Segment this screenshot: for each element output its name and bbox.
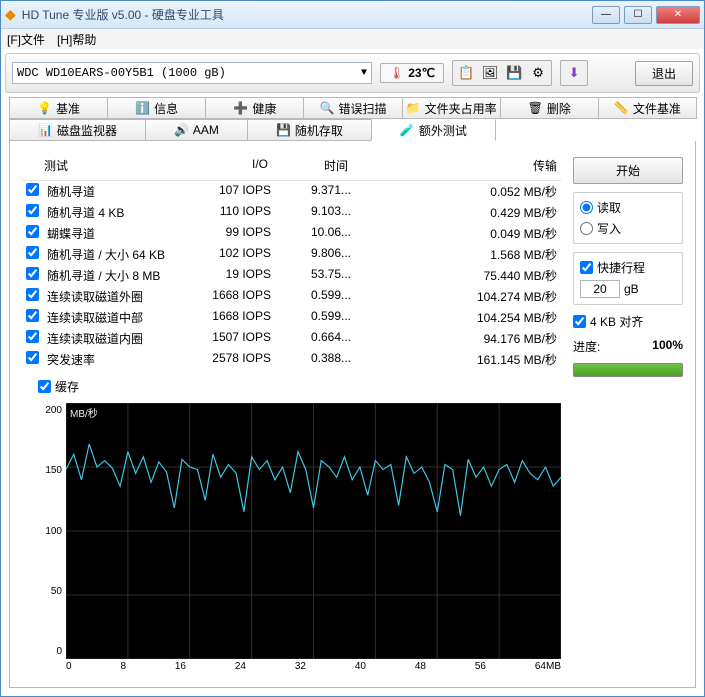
table-row: 随机寻道107 IOPS9.371...0.052 MB/秒: [22, 181, 561, 202]
settings-icon[interactable]: ⚙: [527, 63, 549, 83]
tab-文件基准[interactable]: 📏文件基准: [598, 97, 697, 119]
chart-x-axis: 0816243240485664MB: [66, 659, 561, 675]
tab-文件夹占用率[interactable]: 📁文件夹占用率: [402, 97, 501, 119]
menu-file[interactable]: [F]文件: [7, 31, 45, 47]
quick-checkbox-row[interactable]: 快捷行程: [580, 259, 676, 276]
start-button[interactable]: 开始: [573, 157, 683, 184]
screenshot-icon[interactable]: 🖼: [479, 63, 501, 83]
table-body: 随机寻道107 IOPS9.371...0.052 MB/秒随机寻道 4 KB1…: [22, 181, 561, 370]
tab-随机存取[interactable]: 💾随机存取: [247, 119, 372, 141]
temperature-value: 23℃: [408, 66, 435, 80]
read-radio[interactable]: [580, 201, 593, 214]
chart-y-axis: 200150100500: [38, 403, 66, 675]
header-xfer: 传输: [352, 157, 561, 174]
table-row: 连续读取磁道内圈1507 IOPS0.664...94.176 MB/秒: [22, 328, 561, 349]
toolbar: WDC WD10EARS-00Y5B1 (1000 gB) ▼ 🌡 23℃ 📋 …: [5, 53, 700, 93]
cache-checkbox-row: 缓存: [38, 378, 561, 395]
toolbar-icons-2: ⬇: [560, 60, 588, 86]
close-button[interactable]: ✕: [656, 6, 700, 24]
cache-checkbox[interactable]: [38, 380, 51, 393]
row-checkbox[interactable]: [26, 225, 39, 238]
table-header: 测试 I/O 时间 传输: [22, 153, 561, 181]
chart-area: 200150100500 MB/秒 0816243240485664MB: [38, 403, 561, 675]
row-checkbox[interactable]: [26, 330, 39, 343]
left-column: 测试 I/O 时间 传输 随机寻道107 IOPS9.371...0.052 M…: [22, 153, 561, 675]
table-row: 随机寻道 / 大小 8 MB19 IOPS53.75...75.440 MB/秒: [22, 265, 561, 286]
table-row: 随机寻道 / 大小 64 KB102 IOPS9.806...1.568 MB/…: [22, 244, 561, 265]
header-time: 时间: [272, 157, 352, 174]
quick-size-input[interactable]: [580, 280, 620, 298]
app-window: ◆ HD Tune 专业版 v5.00 - 硬盘专业工具 — ☐ ✕ [F]文件…: [0, 0, 705, 697]
copy-icon[interactable]: 📋: [455, 63, 477, 83]
row-checkbox[interactable]: [26, 204, 39, 217]
table-row: 随机寻道 4 KB110 IOPS9.103...0.429 MB/秒: [22, 202, 561, 223]
row-checkbox[interactable]: [26, 309, 39, 322]
row-checkbox[interactable]: [26, 246, 39, 259]
row-checkbox[interactable]: [26, 183, 39, 196]
menubar: [F]文件 [H]帮助: [1, 29, 704, 49]
window-title: HD Tune 专业版 v5.00 - 硬盘专业工具: [22, 6, 592, 23]
tab-健康[interactable]: ➕健康: [205, 97, 304, 119]
tab-AAM[interactable]: 🔊AAM: [145, 119, 248, 141]
mode-group: 读取 写入: [573, 192, 683, 244]
table-row: 蝴蝶寻道99 IOPS10.06...0.049 MB/秒: [22, 223, 561, 244]
content-pane: 测试 I/O 时间 传输 随机寻道107 IOPS9.371...0.052 M…: [9, 141, 696, 688]
tab-错误扫描[interactable]: 🔍错误扫描: [303, 97, 402, 119]
tab-磁盘监视器[interactable]: 📊磁盘监视器: [9, 119, 146, 141]
quick-checkbox[interactable]: [580, 261, 593, 274]
dropdown-arrow-icon: ▼: [361, 68, 367, 79]
temperature-display: 🌡 23℃: [380, 63, 444, 83]
write-radio-row[interactable]: 写入: [580, 220, 676, 237]
row-checkbox[interactable]: [26, 267, 39, 280]
table-row: 连续读取磁道中部1668 IOPS0.599...104.254 MB/秒: [22, 307, 561, 328]
window-controls: — ☐ ✕: [592, 6, 700, 24]
table-row: 连续读取磁道外圈1668 IOPS0.599...104.274 MB/秒: [22, 286, 561, 307]
download-icon[interactable]: ⬇: [563, 63, 585, 83]
titlebar: ◆ HD Tune 专业版 v5.00 - 硬盘专业工具 — ☐ ✕: [1, 1, 704, 29]
tab-基准[interactable]: 💡基准: [9, 97, 108, 119]
header-io: I/O: [182, 157, 272, 174]
align-checkbox[interactable]: [573, 315, 586, 328]
progress-label: 进度:: [573, 338, 600, 355]
toolbar-icons-1: 📋 🖼 💾 ⚙: [452, 60, 552, 86]
quick-size-unit: gB: [624, 282, 639, 296]
progress-value: 100%: [652, 338, 683, 355]
save-icon[interactable]: 💾: [503, 63, 525, 83]
header-test: 测试: [40, 157, 182, 174]
tab-信息[interactable]: ℹ️信息: [107, 97, 206, 119]
minimize-button[interactable]: —: [592, 6, 620, 24]
drive-select[interactable]: WDC WD10EARS-00Y5B1 (1000 gB) ▼: [12, 62, 372, 84]
tab-row-1: 💡基准ℹ️信息➕健康🔍错误扫描📁文件夹占用率🗑删除📏文件基准: [9, 97, 696, 119]
maximize-button[interactable]: ☐: [624, 6, 652, 24]
exit-button[interactable]: 退出: [635, 61, 693, 86]
progress-row: 进度: 100%: [573, 338, 683, 355]
thermometer-icon: 🌡: [389, 66, 404, 80]
row-checkbox[interactable]: [26, 288, 39, 301]
read-radio-row[interactable]: 读取: [580, 199, 676, 216]
chart-canvas: MB/秒: [66, 403, 561, 659]
cache-label: 缓存: [55, 378, 79, 395]
progress-bar: [573, 363, 683, 377]
write-radio[interactable]: [580, 222, 593, 235]
tab-row-2: 📊磁盘监视器🔊AAM💾随机存取🧪额外测试: [9, 119, 696, 141]
row-checkbox[interactable]: [26, 351, 39, 364]
table-row: 突发速率2578 IOPS0.388...161.145 MB/秒: [22, 349, 561, 370]
tab-额外测试[interactable]: 🧪额外测试: [371, 119, 496, 141]
quick-group: 快捷行程 gB: [573, 252, 683, 305]
align-checkbox-row[interactable]: 4 KB 对齐: [573, 313, 683, 330]
tab-area: 💡基准ℹ️信息➕健康🔍错误扫描📁文件夹占用率🗑删除📏文件基准 📊磁盘监视器🔊AA…: [9, 97, 696, 141]
right-column: 开始 读取 写入 快捷行程 gB 4 KB 对齐 进度: 100%: [573, 153, 683, 675]
drive-select-value: WDC WD10EARS-00Y5B1 (1000 gB): [17, 66, 226, 80]
app-icon: ◆: [5, 6, 16, 23]
quick-size-row: gB: [580, 280, 676, 298]
menu-help[interactable]: [H]帮助: [57, 31, 96, 47]
tab-删除[interactable]: 🗑删除: [500, 97, 599, 119]
